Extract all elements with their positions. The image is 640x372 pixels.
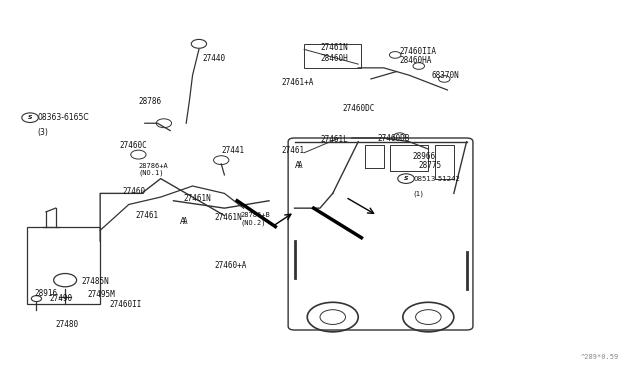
Text: A: A	[180, 217, 186, 225]
Text: 27480: 27480	[56, 320, 79, 329]
Text: 28786+B
(NO.2): 28786+B (NO.2)	[241, 212, 270, 226]
Text: 68370N: 68370N	[431, 71, 460, 80]
Text: 28966: 28966	[412, 152, 436, 161]
Text: 27461L: 27461L	[320, 135, 348, 144]
Text: A: A	[295, 161, 301, 170]
Text: 27460DB: 27460DB	[378, 134, 410, 142]
Text: A: A	[183, 217, 188, 225]
Text: 27440: 27440	[202, 54, 225, 63]
Text: S: S	[28, 115, 32, 120]
Text: 27460II: 27460II	[109, 300, 142, 309]
Text: 28775: 28775	[419, 161, 442, 170]
Text: 27461N: 27461N	[215, 213, 243, 222]
Text: 27461+A: 27461+A	[282, 78, 314, 87]
Text: 28916: 28916	[35, 289, 58, 298]
Text: 27461: 27461	[135, 211, 158, 220]
FancyBboxPatch shape	[304, 44, 362, 68]
Text: 08513-51242: 08513-51242	[413, 176, 461, 182]
Text: (1): (1)	[413, 190, 424, 197]
Text: 27460C: 27460C	[119, 141, 147, 150]
Text: 27461: 27461	[282, 147, 305, 155]
Text: 27490: 27490	[49, 294, 72, 303]
Text: 27460: 27460	[122, 187, 145, 196]
Text: 08363-6165C: 08363-6165C	[38, 113, 90, 122]
Text: S: S	[404, 176, 408, 181]
Text: 28786: 28786	[138, 97, 161, 106]
Text: 27461N: 27461N	[183, 195, 211, 203]
Text: A: A	[298, 161, 302, 170]
Text: 27460DC: 27460DC	[342, 104, 374, 113]
Text: 27485N: 27485N	[81, 278, 109, 286]
Text: 27460IIA: 27460IIA	[399, 47, 436, 56]
Text: 27495M: 27495M	[88, 291, 115, 299]
Text: 27441: 27441	[221, 147, 244, 155]
Text: 27460+A: 27460+A	[215, 261, 247, 270]
Text: ^289*0.59: ^289*0.59	[581, 353, 620, 359]
Text: 28786+A
(NO.1): 28786+A (NO.1)	[138, 163, 168, 176]
Text: 28460HA: 28460HA	[399, 56, 432, 65]
FancyBboxPatch shape	[288, 138, 473, 330]
Text: (3): (3)	[38, 128, 49, 137]
Text: 28460H: 28460H	[320, 54, 348, 63]
Text: 27461N: 27461N	[320, 43, 348, 52]
FancyBboxPatch shape	[304, 144, 358, 162]
FancyBboxPatch shape	[27, 227, 100, 304]
